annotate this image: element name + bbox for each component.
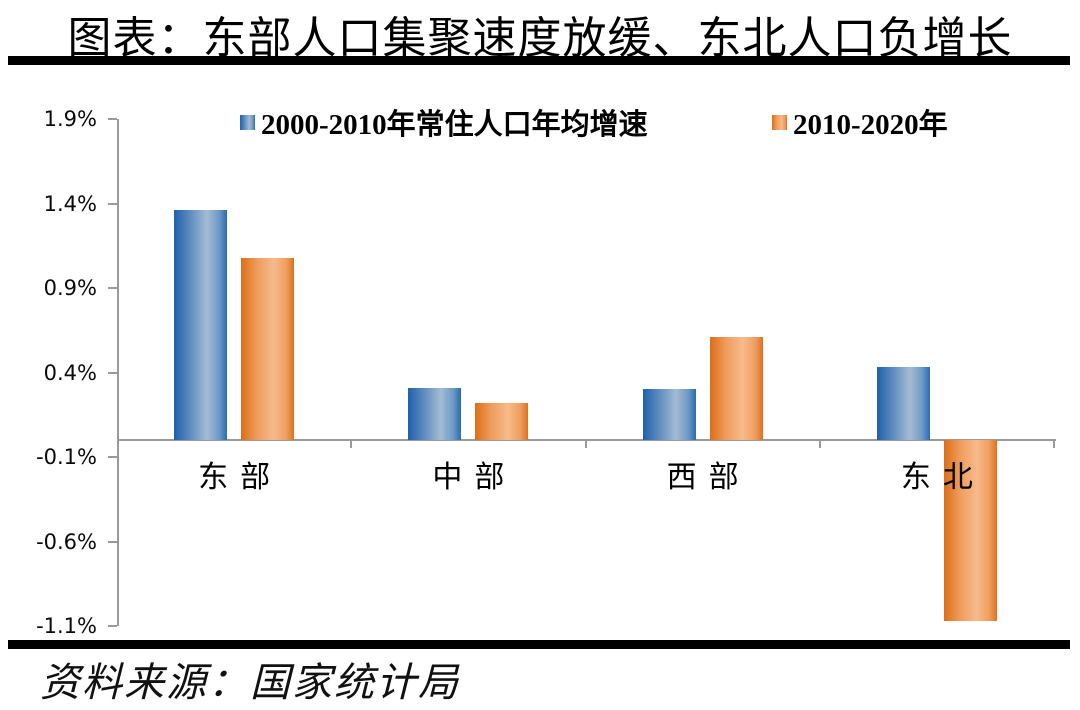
x-axis-tick [818, 440, 821, 449]
y-tick-label: 1.4% [43, 191, 97, 216]
bar-s0-central [408, 387, 462, 441]
y-axis-tick [108, 287, 117, 289]
bar-s1-west [709, 337, 763, 441]
y-tick-label: -0.1% [36, 445, 97, 469]
category-label-northeast: 东北 [900, 461, 985, 494]
y-tick-label: 0.4% [43, 360, 97, 385]
y-axis-tick [108, 202, 117, 205]
top-divider [8, 56, 1070, 65]
legend-swatch-blue-icon [240, 114, 255, 130]
legend-item-2000-2010: 2000-2010年常住人口年均增速 [240, 103, 648, 141]
bar-s1-east [241, 257, 295, 441]
bar-s1-northeast [943, 440, 997, 621]
x-axis-baseline [117, 439, 1056, 442]
source-note: 资料来源：国家统计局 [40, 660, 460, 705]
category-label-west: 西部 [666, 461, 751, 494]
bottom-divider [8, 640, 1070, 649]
y-tick-label: -1.1% [36, 614, 97, 638]
legend-label-2000-2010: 2000-2010年常住人口年均增速 [261, 109, 648, 141]
x-axis-tick [350, 440, 353, 449]
legend-item-2010-2020: 2010-2020年 [772, 103, 948, 141]
bar-s0-east [174, 210, 228, 441]
x-axis-tick [1053, 440, 1055, 449]
y-axis-tick [108, 540, 117, 543]
legend-label-2010-2020: 2010-2020年 [793, 109, 948, 141]
bar-s0-northeast [876, 367, 930, 441]
legend-swatch-orange-icon [772, 114, 787, 130]
chart-legend: 2000-2010年常住人口年均增速 2010-2020年 [0, 103, 1080, 141]
x-axis-tick [584, 440, 587, 449]
y-axis-tick [108, 625, 117, 627]
y-axis-tick [108, 456, 117, 458]
y-tick-label: -0.6% [36, 529, 97, 554]
category-label-central: 中部 [432, 461, 517, 494]
y-axis-tick [108, 371, 117, 374]
bar-s1-central [475, 402, 529, 441]
y-tick-label: 1.9% [43, 107, 97, 131]
y-tick-label: 0.9% [43, 276, 97, 300]
figure-title: 图表：东部人口集聚速度放缓、东北人口负增长 [67, 14, 1013, 63]
category-label-east: 东部 [198, 461, 283, 494]
y-axis-line [117, 119, 119, 626]
y-axis-tick [108, 118, 117, 120]
bar-s0-west [642, 389, 696, 441]
